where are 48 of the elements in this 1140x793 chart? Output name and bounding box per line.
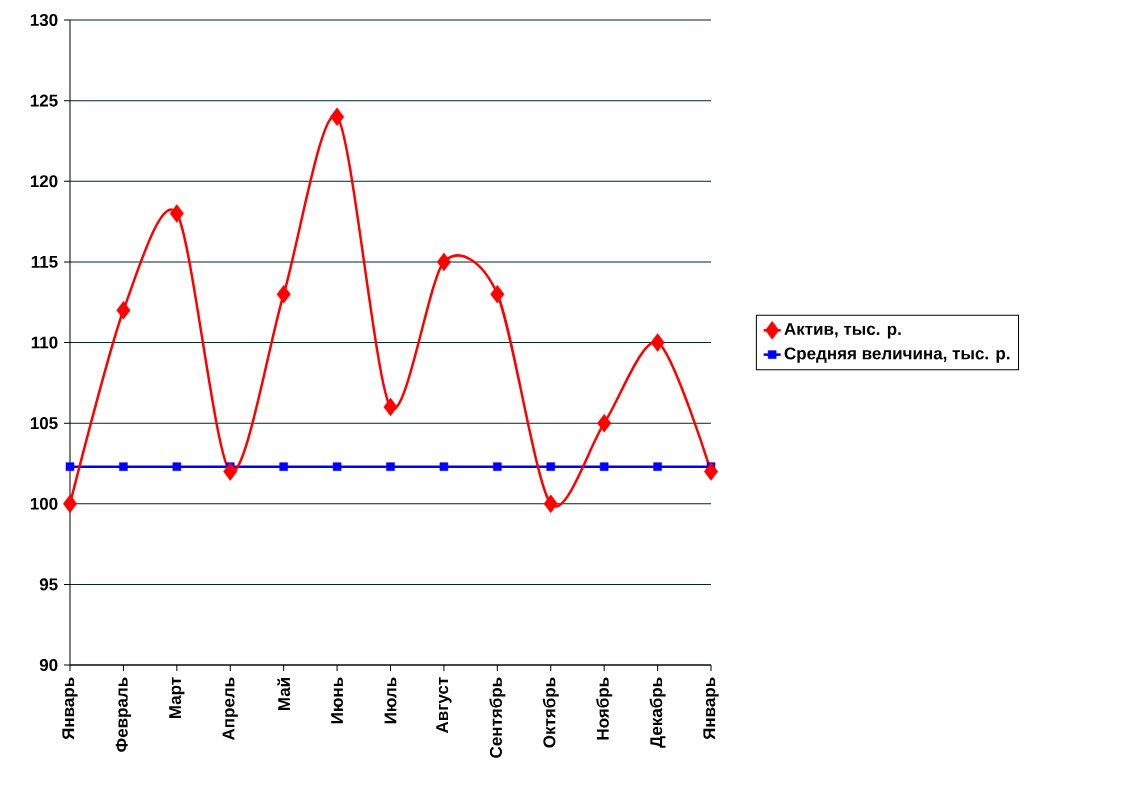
x-tick-label: Март (169, 677, 185, 719)
x-tick-label: Ноябрь (596, 677, 613, 740)
y-tick-label: 105 (30, 417, 58, 430)
y-tick-label: 120 (30, 175, 58, 188)
point (704, 462, 719, 481)
point (169, 204, 184, 223)
x-tick-label: Январь (62, 677, 78, 740)
x-tick-label: Июль (384, 677, 397, 724)
y-tick-label: 95 (39, 578, 58, 591)
point (599, 462, 609, 471)
point (279, 462, 288, 471)
point (436, 252, 451, 272)
x-tick-label: Январь (703, 677, 719, 740)
point (597, 413, 612, 433)
legend-label: Средняя величина, тыс. р. (784, 347, 1010, 363)
point (650, 333, 665, 352)
point (116, 301, 131, 320)
point (653, 462, 662, 471)
point (172, 462, 182, 471)
point (543, 494, 558, 513)
point (546, 462, 556, 471)
point (63, 494, 77, 513)
point (383, 397, 398, 417)
point (119, 462, 128, 471)
y-tick-label: 125 (30, 94, 58, 107)
point (493, 462, 502, 471)
x-tick-label: Июнь (331, 677, 344, 724)
point (223, 462, 238, 481)
x-tick-label: Май (277, 678, 291, 710)
y-tick-label: 130 (30, 13, 58, 27)
point (330, 107, 345, 126)
x-tick-label: Апрель (222, 677, 238, 741)
legend-label: Актив, тыс. р. (784, 323, 901, 339)
point (276, 284, 291, 304)
point (386, 462, 395, 471)
y-tick-label: 90 (39, 658, 58, 672)
y-tick-label: 115 (31, 255, 58, 268)
point (332, 462, 342, 471)
y-tick-label: 110 (31, 336, 58, 349)
point (439, 462, 449, 471)
x-tick-label: Август (436, 677, 452, 734)
x-tick-label: Сентябрь (489, 677, 506, 758)
x-tick-label: Декабрь (649, 677, 666, 748)
y-tick-label: 100 (30, 497, 58, 510)
x-tick-label: Февраль (115, 677, 132, 752)
x-tick-label: Октябрь (542, 677, 559, 748)
point (490, 284, 505, 304)
point (65, 462, 75, 471)
